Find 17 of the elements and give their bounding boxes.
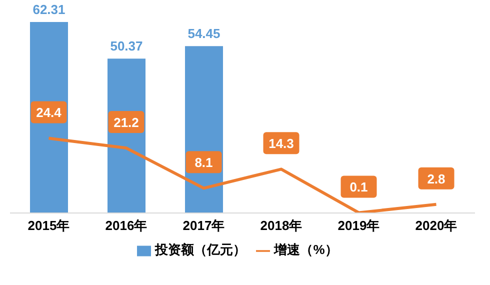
legend-label: 投资额（亿元）: [155, 242, 246, 257]
x-tick-label: 2017年: [182, 218, 225, 234]
data-label: 2.8: [427, 171, 446, 186]
data-label: 62.31: [32, 2, 66, 17]
legend-label: 增速（%）: [274, 242, 338, 257]
data-label: 14.3: [268, 136, 294, 152]
data-label: 21.2: [114, 115, 139, 130]
x-tick-label: 2019年: [338, 218, 380, 234]
data-label: 54.45: [188, 26, 220, 42]
data-label: 50.37: [110, 38, 143, 54]
x-tick-label: 2018年: [260, 218, 302, 234]
x-tick-label: 2015年: [28, 218, 70, 234]
data-label: 24.4: [36, 105, 62, 120]
data-label: 0.1: [350, 180, 368, 195]
x-tick-label: 2020年: [415, 218, 458, 234]
x-tick-label: 2016年: [105, 218, 148, 234]
data-label: 8.1: [194, 155, 213, 170]
